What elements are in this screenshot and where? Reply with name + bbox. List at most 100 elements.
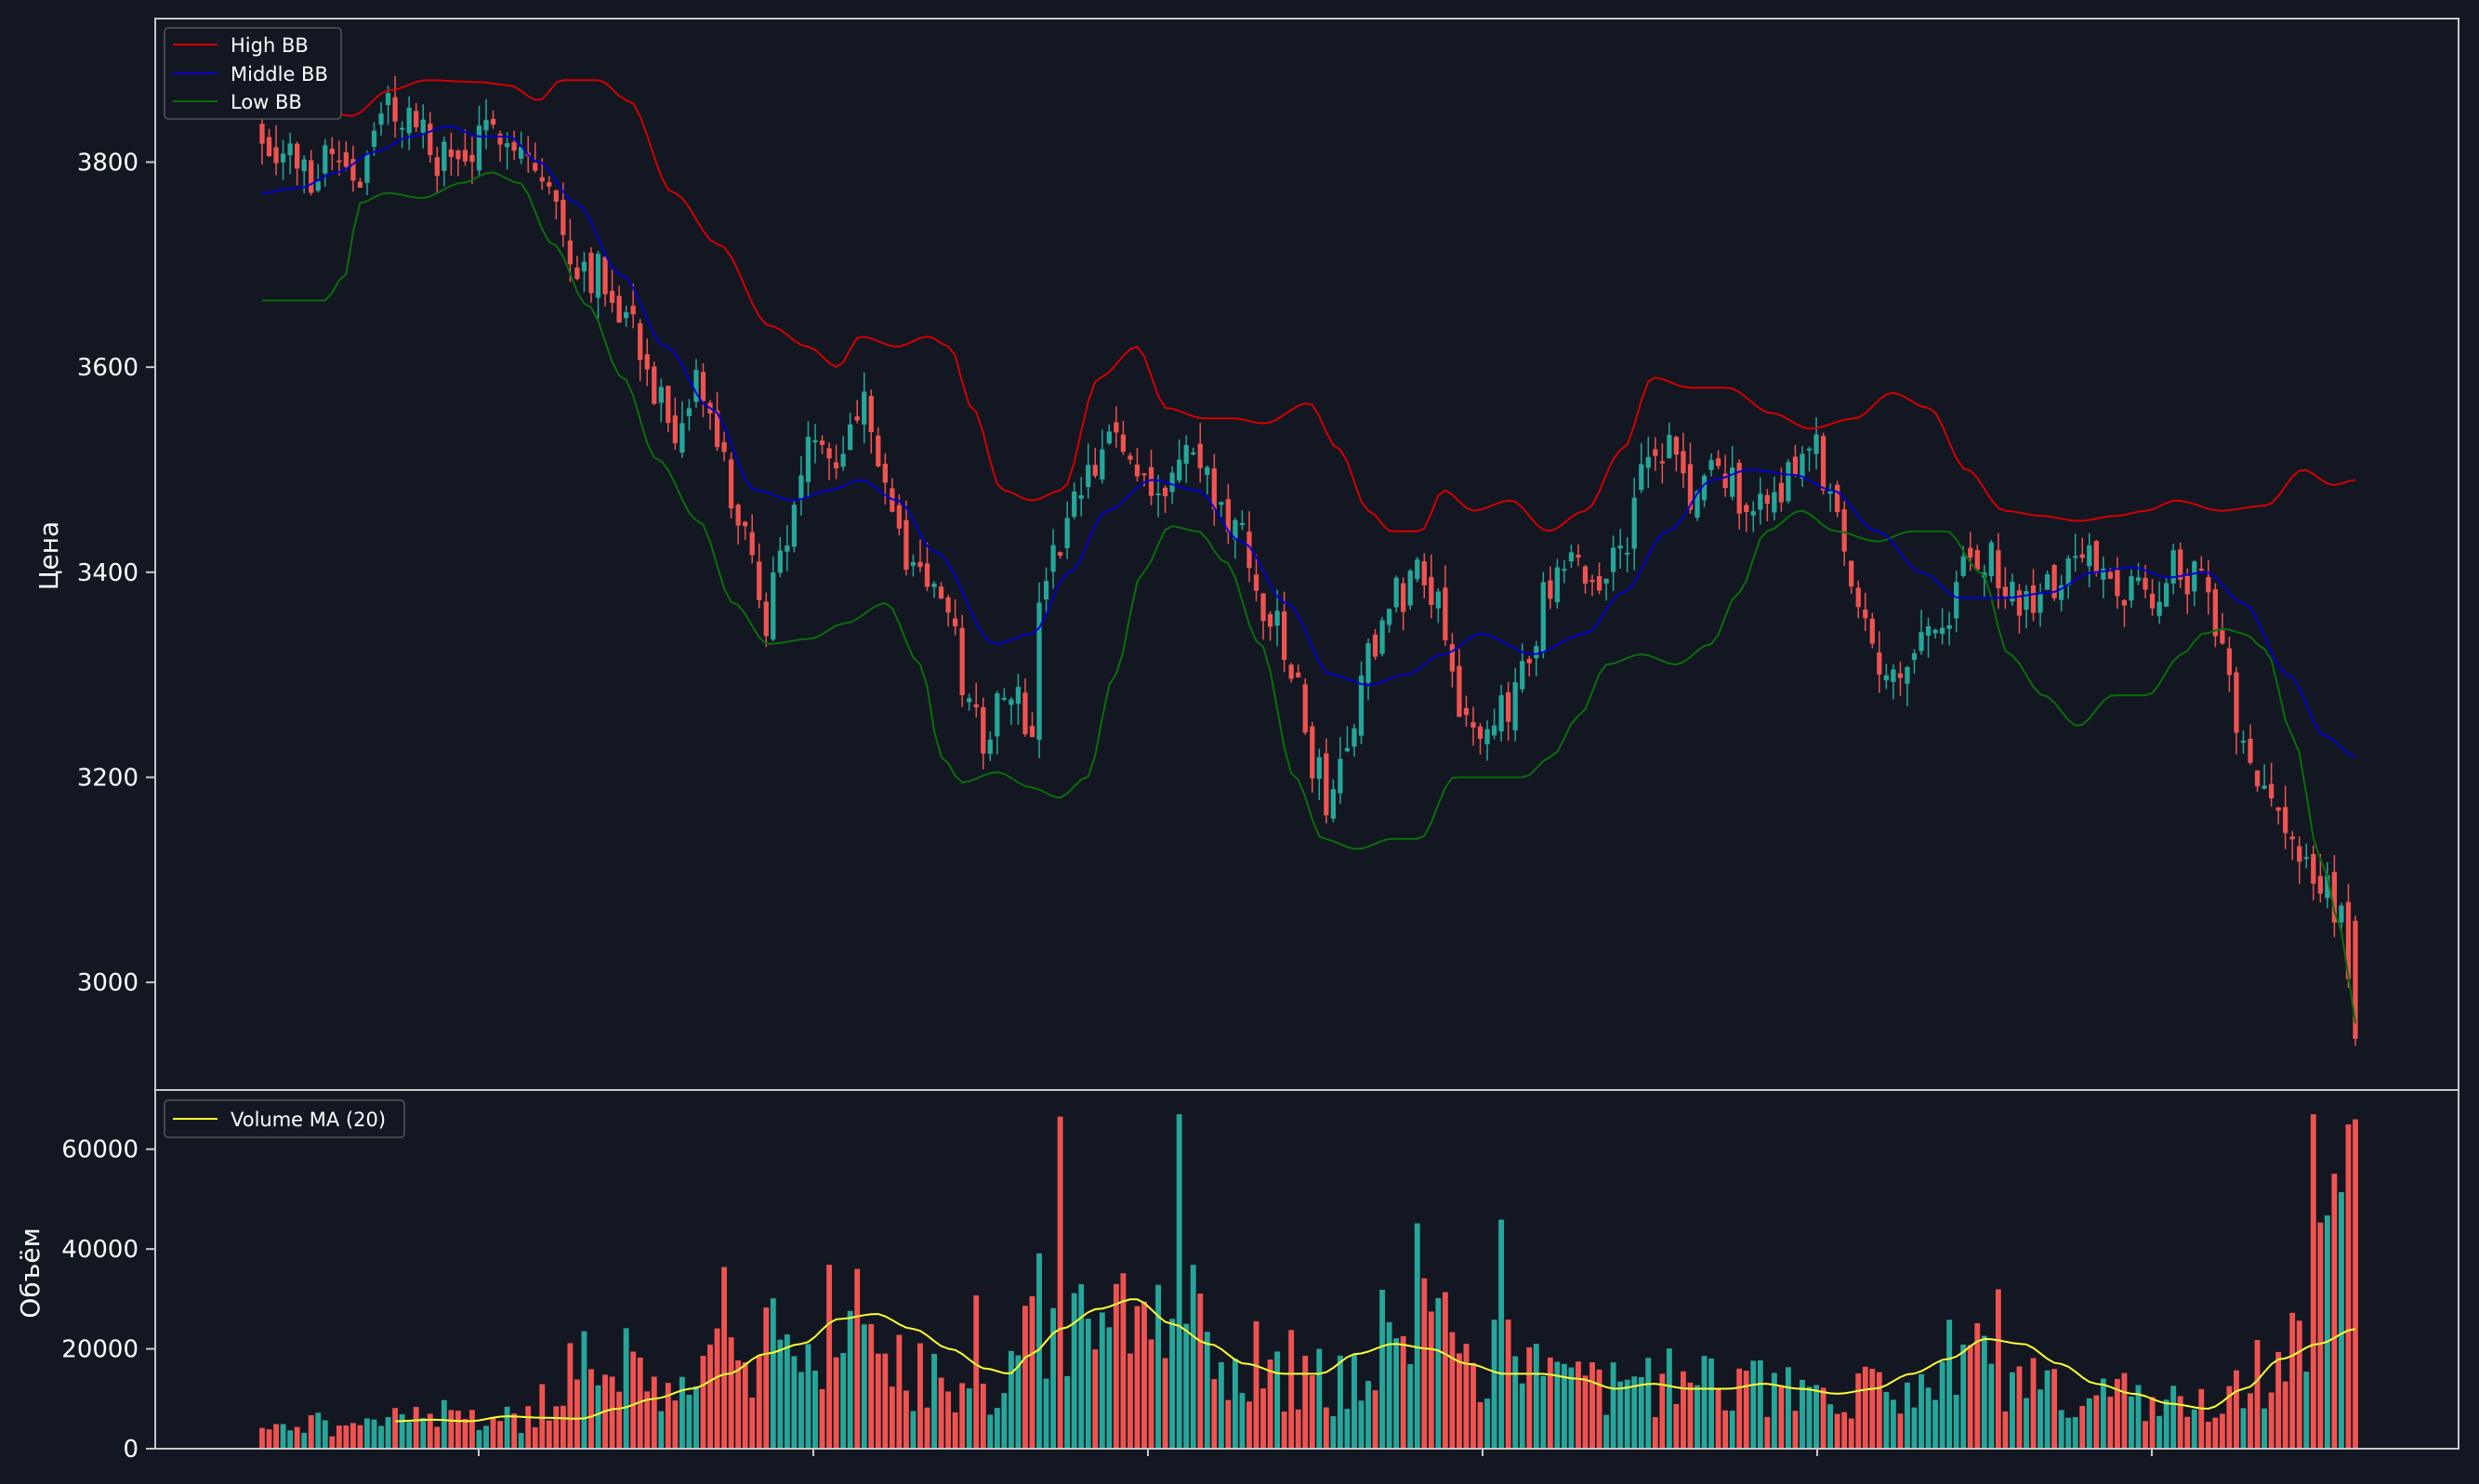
volume-bar [917,1343,923,1449]
candle-body [2002,586,2009,597]
candle-body [1849,560,1854,587]
candle-body [652,366,657,404]
volume-bar [2044,1370,2050,1449]
volume-bar [1792,1411,1799,1449]
volume-bar [1022,1306,1028,1449]
volume-bar [959,1383,966,1449]
candle-body [1582,566,1589,584]
volume-bar [441,1399,447,1449]
candle-body [630,305,636,315]
volume-bar [1498,1219,1505,1449]
candle-body [2010,582,2015,602]
volume-bar [1834,1413,1840,1449]
candle-body [2353,920,2358,1039]
candle-body [1225,499,1232,532]
candle-body [840,453,846,467]
volume-bar [483,1425,489,1449]
volume-bar [924,1407,930,1449]
volume-bar [1736,1368,1743,1449]
candle-body [1883,675,1890,681]
volume-bar [630,1351,637,1449]
volume-bar [266,1429,272,1449]
volume-bar [1911,1407,1918,1449]
candle-body [1603,578,1609,584]
price-legend-box [164,27,342,120]
candle-body [876,435,881,466]
candle-body [428,124,433,155]
candle-body [1820,436,1826,491]
volume-bar [329,1436,336,1449]
candle-body [455,150,461,160]
candle-body [1946,624,1952,629]
volume-bar [1919,1373,1924,1449]
volume-bar [1533,1344,1539,1449]
volume-bar [1302,1355,1309,1449]
volume-bar [2317,1222,2324,1449]
volume-bar [987,1414,994,1449]
candle-body [2164,583,2169,607]
volume-bar [1393,1338,1400,1449]
volume-bar [1477,1402,1483,1449]
volume-bar [518,1433,524,1449]
volume-bar [2275,1351,2282,1449]
volume-bar [1456,1353,1462,1449]
volume-bar [1323,1407,1329,1449]
candle-body [497,133,503,145]
volume-bar [1800,1379,1805,1449]
candle-body [700,372,706,401]
volume-bar [2268,1392,2275,1449]
candle-body [1548,580,1553,599]
volume-bar [1449,1332,1456,1449]
volume-bar [1246,1401,1252,1449]
volume-bar [1190,1265,1196,1449]
volume-bar [658,1411,665,1449]
candle-body [1744,505,1749,512]
volume-bar [1071,1293,1077,1449]
volume-bar [476,1429,482,1449]
volume-bar [2010,1372,2015,1449]
volume-panel-frame [154,1089,2459,1450]
candle-body [798,475,804,499]
volume-bar [2114,1378,2120,1449]
volume-bar [1036,1253,1042,1449]
candle-body [791,505,798,547]
candle-body [693,370,699,402]
candle-body [2192,561,2197,592]
candle-body [1086,465,1091,488]
volume-bar [1905,1382,1910,1449]
volume-bar [1092,1349,1099,1449]
volume-bar [280,1424,286,1449]
volume-bar [1491,1320,1497,1449]
volume-bar [742,1361,748,1449]
candle-body [785,545,790,552]
candle-body [1960,556,1966,576]
candle-body [1925,625,1932,636]
candle-body [1443,587,1448,641]
candle-body [1827,491,1833,494]
candle-body [1302,684,1308,733]
volume-legend: Volume MA (20) [164,1099,405,1138]
volume-bar [2093,1395,2100,1449]
candle-body [259,124,265,144]
candle-body [2297,846,2302,862]
candle-body [1617,545,1623,549]
volume-bar [1890,1399,1896,1449]
candle-body [323,145,328,174]
candle-body [1100,449,1105,479]
candle-body [301,159,307,172]
candle-body [2345,901,2352,979]
volume-y-tick-label: 0 [123,1436,138,1464]
volume-bar [1757,1360,1763,1449]
candle-body [2317,875,2323,894]
volume-bar [1435,1297,1442,1449]
volume-bar [525,1406,532,1449]
volume-bar [2345,1124,2352,1449]
candle-body [1274,611,1280,626]
candle-body [1358,676,1365,736]
volume-bar [1631,1376,1638,1449]
volume-bar [1960,1344,1967,1449]
volume-y-axis-label: Объём [15,1228,46,1318]
candle-body [1589,580,1595,583]
